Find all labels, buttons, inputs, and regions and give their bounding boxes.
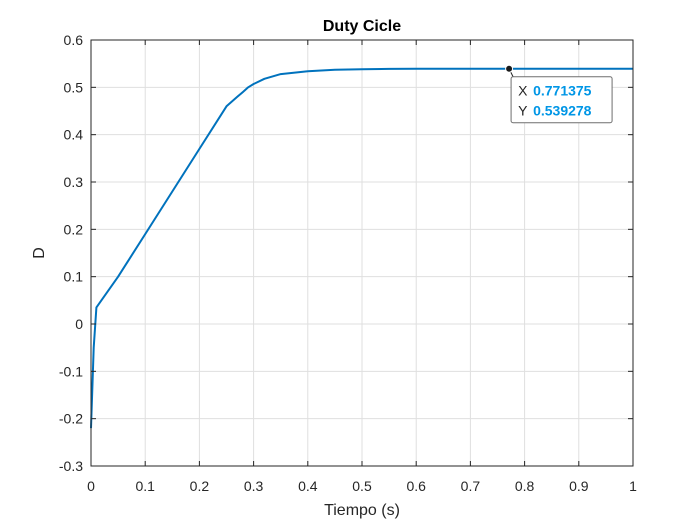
y-tick-label: 0.3 (64, 174, 84, 190)
datatip-x-key: X (518, 83, 528, 99)
duty-cycle-line (90, 67, 633, 429)
y-tick-label: 0.2 (64, 221, 84, 237)
y-tick-label: -0.3 (59, 458, 83, 474)
x-tick-label: 0.1 (135, 478, 155, 494)
x-tick-label: 0.7 (461, 478, 481, 494)
y-tick-labels: -0.3 -0.2 -0.1 0 0.1 0.2 0.3 0.4 0.5 0.6 (59, 32, 83, 474)
series-layer (90, 67, 633, 429)
y-tick-label: 0.1 (64, 269, 84, 285)
x-tick-labels: 0 0.1 0.2 0.3 0.4 0.5 0.6 0.7 0.8 0.9 1 (87, 478, 637, 494)
datatip-x-value: 0.771375 (533, 83, 592, 99)
x-tick-label: 0.8 (515, 478, 535, 494)
y-tick-label: -0.2 (59, 411, 83, 427)
x-tick-label: 0.9 (569, 478, 589, 494)
y-axis-label: D (31, 247, 48, 259)
y-tick-label: 0.6 (64, 32, 84, 48)
x-tick-label: 0 (87, 478, 95, 494)
datatip-y-key: Y (518, 103, 528, 119)
datatip-box (510, 76, 613, 124)
chart-title: Duty Cicle (323, 18, 401, 35)
y-tick-label: 0 (75, 316, 83, 332)
y-tick-label: -0.1 (59, 363, 83, 379)
tick-marks (90, 39, 634, 467)
x-tick-label: 0.6 (406, 478, 426, 494)
y-tick-label: 0.5 (64, 79, 84, 95)
x-tick-label: 0.4 (298, 478, 318, 494)
y-tick-label: 0.4 (64, 127, 84, 143)
x-tick-label: 0.2 (190, 478, 210, 494)
datatip-y-value: 0.539278 (533, 103, 592, 119)
datatip[interactable]: X 0.771375 Y 0.539278 (505, 64, 613, 124)
datatip-marker[interactable] (505, 64, 514, 73)
x-axis-label: Tiempo (s) (324, 502, 400, 519)
x-tick-label: 0.3 (244, 478, 264, 494)
x-tick-label: 1 (629, 478, 637, 494)
x-tick-label: 0.5 (352, 478, 372, 494)
